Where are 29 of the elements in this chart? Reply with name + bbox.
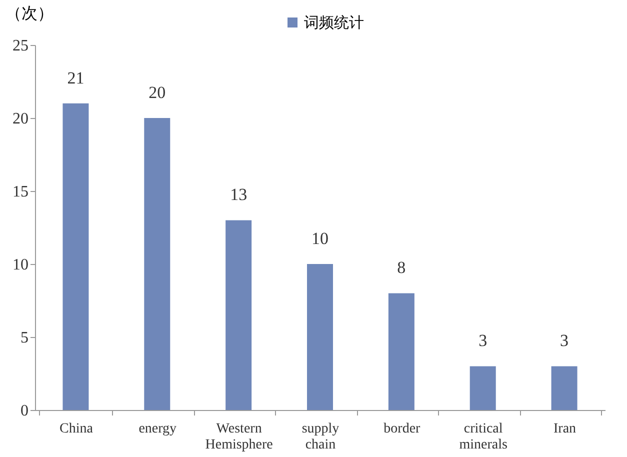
legend-label: 词频统计 [304, 14, 364, 32]
x-tick-label: Western Hemisphere [205, 422, 273, 452]
data-label: 21 [67, 68, 84, 88]
data-label: 8 [397, 258, 406, 278]
x-tick-label: Iran [554, 422, 576, 436]
y-axis-title: （次） [6, 6, 54, 22]
data-label: 10 [312, 229, 328, 248]
bar [551, 366, 578, 410]
x-tick-label: energy [138, 422, 177, 436]
y-tick-label: 0 [20, 402, 28, 420]
x-tick-label: border [384, 422, 421, 436]
x-tick-label: critical minerals [459, 422, 508, 452]
bar [307, 264, 333, 410]
bar [62, 103, 89, 410]
y-tick-label: 20 [12, 110, 28, 128]
data-label: 3 [478, 331, 488, 350]
x-tick-label: China [59, 422, 94, 436]
bar [470, 366, 496, 410]
y-tick-label: 15 [12, 184, 28, 200]
y-tick-label: 10 [12, 256, 28, 274]
x-tick-label: supply chain [302, 422, 340, 452]
data-label: 20 [148, 83, 166, 102]
y-tick-label: 25 [12, 38, 28, 54]
data-label: 3 [560, 331, 569, 350]
data-label: 13 [230, 185, 248, 204]
y-tick-label: 5 [20, 330, 28, 346]
bar [388, 293, 414, 410]
bar [144, 118, 170, 410]
bar [226, 220, 252, 410]
